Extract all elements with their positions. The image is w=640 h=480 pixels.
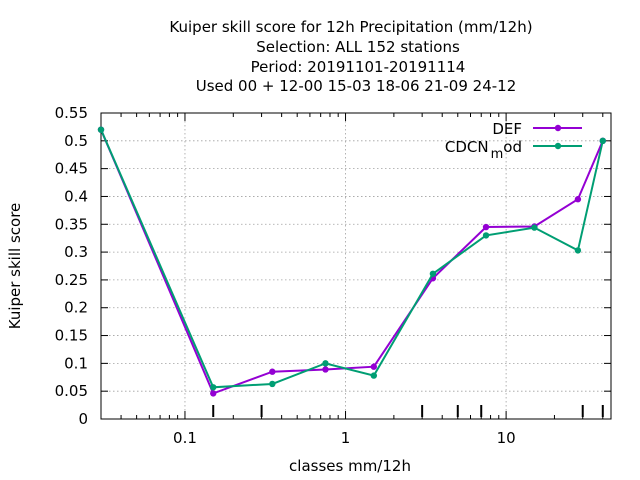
y-tick-label: 0.4	[64, 187, 88, 205]
legend: DEF CDCN mod	[445, 120, 582, 162]
y-tick-label: 0.05	[55, 382, 88, 400]
data-point-def	[210, 390, 217, 397]
y-tick-label: 0.45	[55, 160, 88, 178]
series-line-cdcn-mod	[100, 129, 604, 389]
y-tick-label: 0.15	[55, 327, 88, 345]
title-line-2: Selection: ALL 152 stations	[256, 38, 460, 56]
y-tick-label: 0	[78, 410, 88, 428]
y-tick-label: 0.35	[55, 215, 88, 233]
x-axis-label: classes mm/12h	[289, 457, 411, 475]
data-point-cdcn-mod	[269, 380, 276, 388]
data-point-cdcn-mod	[370, 372, 378, 379]
data-point-def	[322, 366, 329, 373]
data-point-cdcn-mod	[599, 137, 606, 145]
legend-label-cdcn-sub: m	[491, 147, 504, 162]
title-line-4: Used 00 + 12-00 15-03 18-06 21-09 24-12	[196, 77, 517, 95]
series-line-def	[100, 129, 604, 395]
data-point-def	[574, 196, 582, 203]
y-tick-label: 0.3	[64, 243, 88, 261]
x-axis-ticks: 0.1 1 10	[100, 113, 604, 447]
data-point-cdcn-mod	[574, 247, 582, 254]
plot-frame	[100, 112, 612, 420]
data-point-cdcn-mod	[482, 232, 490, 239]
data-point-def	[269, 368, 276, 375]
y-tick-label: 0.25	[55, 271, 88, 289]
chart-title: Kuiper skill score for 12h Precipitation…	[169, 18, 532, 95]
y-axis-ticks: 0 0.05 0.1 0.15 0.2 0.25 0.3 0.35 0.4 0.45 0.5 0.55	[55, 104, 611, 428]
legend-marker-cdcn-mod	[554, 142, 562, 150]
legend-label-cdcn-main: CDCN	[445, 138, 489, 156]
data-point-def	[482, 223, 490, 231]
legend-marker-def	[554, 124, 562, 132]
y-tick-label: 0.1	[64, 354, 88, 372]
legend-label-cdcn-tail: od	[503, 138, 522, 156]
y-axis-label: Kuiper skill score	[6, 203, 24, 330]
y-tick-label: 0.5	[64, 132, 88, 150]
y-tick-label: 0.2	[64, 299, 88, 317]
legend-label-cdcn: CDCN mod	[445, 138, 522, 162]
x-tick-label: 1	[341, 429, 351, 447]
x-tick-label: 0.1	[173, 429, 197, 447]
y-tick-label: 0.55	[55, 104, 88, 122]
data-point-def	[370, 363, 378, 370]
title-line-1: Kuiper skill score for 12h Precipitation…	[169, 18, 532, 36]
x-tick-label: 10	[497, 429, 516, 447]
title-line-3: Period: 20191101-20191114	[251, 58, 466, 76]
data-point-cdcn-mod	[97, 126, 105, 133]
data-point-cdcn-mod	[322, 360, 329, 367]
data-point-cdcn-mod	[531, 224, 538, 231]
data-point-cdcn-mod	[210, 384, 217, 391]
grid-lines	[101, 113, 611, 419]
legend-label-def: DEF	[492, 120, 522, 138]
data-point-cdcn-mod	[429, 270, 437, 277]
series-lines	[97, 126, 606, 397]
